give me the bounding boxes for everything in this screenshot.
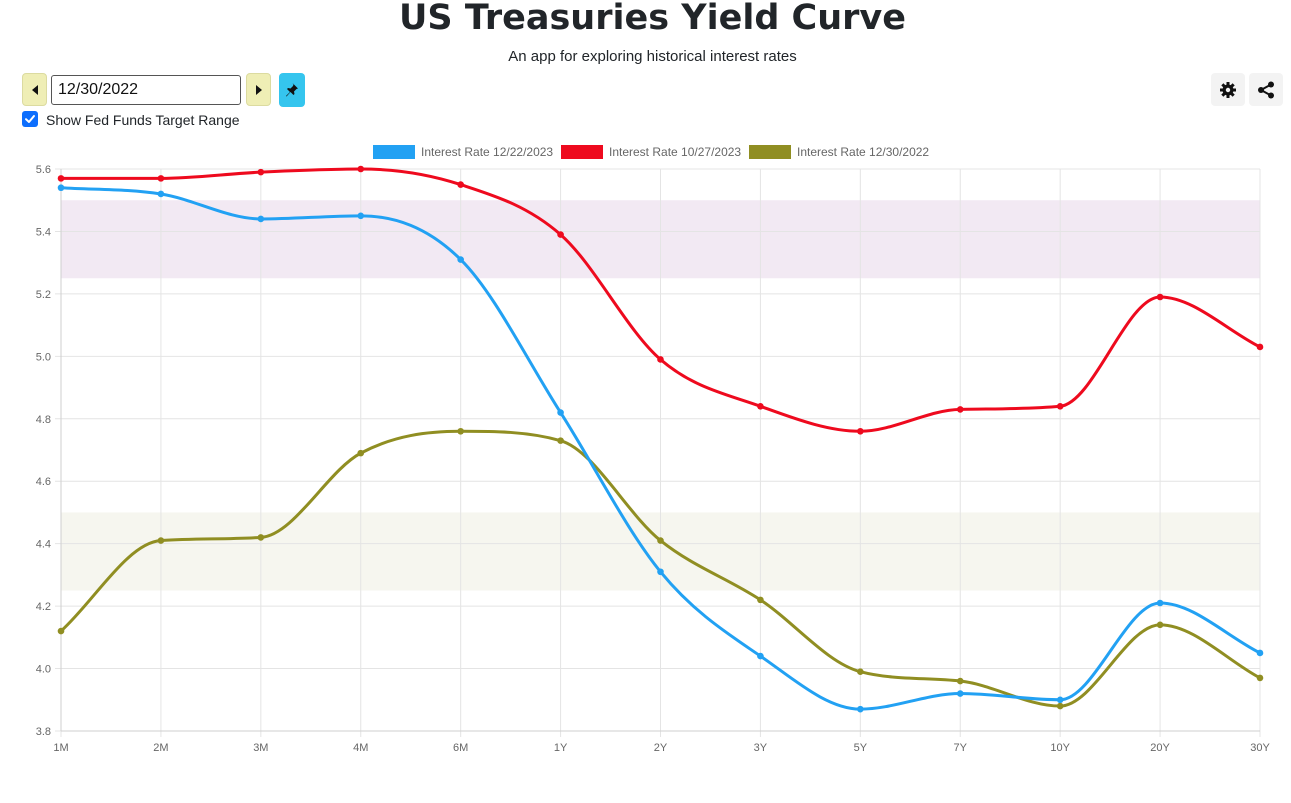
legend-swatch-1 [561, 145, 603, 159]
data-point-2 [1256, 674, 1264, 682]
y-tick-label: 4.2 [36, 601, 51, 613]
data-point-0 [57, 184, 65, 192]
x-tick-label: 10Y [1050, 742, 1070, 754]
y-tick-label: 5.4 [36, 226, 51, 238]
data-point-2 [657, 537, 664, 544]
y-tick-label: 4.8 [36, 414, 51, 426]
series-line-1 [59, 167, 1262, 433]
data-point-1 [257, 168, 265, 176]
data-point-0 [757, 652, 764, 660]
data-point-2 [1056, 702, 1064, 710]
legend-swatch-0 [373, 145, 415, 159]
legend-label-2: Interest Rate 12/30/2022 [797, 145, 929, 159]
x-tick-label: 5Y [854, 742, 868, 754]
data-point-0 [857, 705, 864, 713]
data-point-2 [157, 537, 165, 544]
data-point-2 [357, 449, 365, 457]
x-tick-label: 3M [253, 742, 268, 754]
data-point-0 [1156, 599, 1164, 607]
share-icon [1258, 81, 1274, 98]
data-point-1 [1256, 343, 1264, 351]
data-point-2 [257, 534, 265, 541]
next-date-button[interactable] [246, 73, 271, 106]
data-point-0 [557, 409, 564, 416]
y-tick-label: 5.2 [36, 289, 51, 301]
data-point-2 [857, 668, 864, 675]
data-point-1 [657, 356, 664, 363]
settings-button[interactable] [1211, 73, 1245, 106]
y-tick-label: 4.0 [36, 664, 51, 676]
data-point-1 [857, 427, 864, 435]
data-point-0 [357, 212, 365, 220]
x-tick-label: 1Y [554, 742, 568, 754]
y-tick-label: 4.4 [36, 539, 51, 551]
share-button[interactable] [1249, 73, 1283, 106]
data-point-1 [956, 406, 964, 413]
fed-funds-label[interactable]: Show Fed Funds Target Range [46, 112, 240, 128]
x-tick-label: 3Y [754, 742, 768, 754]
y-tick-label: 5.0 [36, 351, 51, 363]
x-tick-label: 6M [453, 742, 468, 754]
pin-button[interactable] [279, 73, 305, 107]
legend-swatch-2 [749, 145, 791, 159]
data-point-1 [1056, 402, 1064, 410]
data-point-2 [956, 677, 964, 685]
y-tick-label: 4.6 [36, 476, 51, 488]
x-tick-label: 1M [53, 742, 68, 754]
data-point-1 [357, 165, 365, 173]
check-icon [25, 115, 35, 123]
previous-date-button[interactable] [22, 73, 47, 106]
gear-icon [1220, 81, 1236, 98]
data-point-0 [1056, 696, 1064, 704]
data-point-1 [157, 175, 165, 182]
data-point-1 [757, 402, 764, 410]
data-point-1 [57, 175, 65, 182]
x-tick-label: 4M [353, 742, 368, 754]
x-tick-label: 7Y [954, 742, 968, 754]
data-point-2 [557, 437, 564, 444]
legend-label-0: Interest Rate 12/22/2023 [421, 145, 553, 159]
fed-funds-checkbox[interactable] [22, 111, 38, 127]
data-point-0 [257, 215, 265, 223]
data-point-0 [457, 256, 464, 263]
yield-curve-chart: 3.8 4.0 4.2 4.4 4.6 4.8 5.0 5.2 5.4 5.6 1M 2M 3M 4M 6M… [36, 145, 1270, 754]
data-point-1 [457, 181, 464, 188]
x-tick-label: 30Y [1250, 742, 1270, 754]
data-point-1 [1156, 293, 1164, 301]
data-point-0 [157, 190, 165, 198]
data-point-2 [57, 627, 65, 635]
x-tick-label: 20Y [1150, 742, 1170, 754]
data-point-0 [657, 568, 664, 576]
x-tick-label: 2M [153, 742, 168, 754]
data-point-2 [757, 596, 764, 604]
y-tick-label: 5.6 [36, 164, 51, 176]
data-point-2 [1156, 621, 1164, 629]
legend-label-1: Interest Rate 10/27/2023 [609, 145, 741, 159]
data-point-0 [1256, 649, 1264, 657]
x-tick-label: 2Y [654, 742, 668, 754]
pin-icon [286, 83, 298, 97]
caret-left-icon [31, 84, 38, 95]
data-point-1 [557, 231, 564, 238]
y-tick-label: 3.8 [36, 726, 51, 738]
page-title: US Treasuries Yield Curve [399, 0, 906, 38]
caret-right-icon [255, 84, 262, 95]
data-point-2 [457, 427, 464, 435]
date-input[interactable] [51, 75, 241, 105]
data-point-0 [956, 690, 964, 697]
page-subtitle: An app for exploring historical interest… [508, 48, 797, 65]
